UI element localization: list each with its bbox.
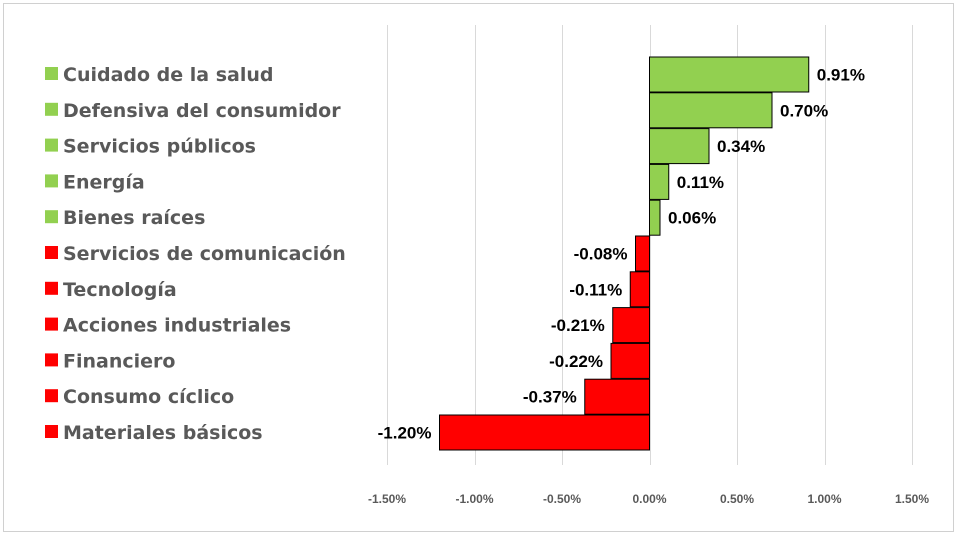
data-label: -0.37% bbox=[523, 388, 577, 407]
legend-label: Defensiva del consumidor bbox=[63, 100, 341, 122]
bar bbox=[649, 199, 661, 236]
legend-label: Tecnología bbox=[63, 279, 177, 301]
data-label: -1.20% bbox=[378, 424, 432, 443]
bar bbox=[649, 163, 670, 200]
data-label: -0.08% bbox=[574, 245, 628, 264]
legend-swatch bbox=[45, 281, 58, 295]
legend-swatch bbox=[45, 353, 58, 367]
bar bbox=[649, 92, 773, 129]
bar bbox=[649, 56, 810, 93]
legend-label: Cuidado de la salud bbox=[63, 64, 274, 86]
legend-label: Servicios públicos bbox=[63, 136, 256, 158]
bar bbox=[612, 307, 650, 344]
chart-frame bbox=[3, 3, 954, 532]
data-label: -0.22% bbox=[549, 352, 603, 371]
data-label: -0.11% bbox=[569, 280, 622, 299]
data-label: 0.34% bbox=[717, 137, 765, 156]
bar bbox=[439, 414, 650, 451]
legend-label: Energía bbox=[63, 171, 145, 193]
bar bbox=[629, 271, 650, 308]
legend-swatch bbox=[45, 102, 58, 116]
x-tick-label: -1.00% bbox=[455, 492, 493, 506]
bar bbox=[584, 378, 650, 415]
legend-label: Bienes raíces bbox=[63, 207, 205, 229]
bar bbox=[649, 128, 710, 165]
x-tick-label: -1.50% bbox=[368, 492, 406, 506]
legend-swatch bbox=[45, 246, 58, 259]
legend-label: Consumo cíclico bbox=[63, 386, 234, 408]
bar bbox=[610, 342, 650, 379]
legend-swatch bbox=[45, 425, 58, 438]
x-tick-label: -0.50% bbox=[543, 492, 581, 506]
data-label: 0.70% bbox=[780, 101, 828, 120]
x-tick-label: 1.50% bbox=[895, 492, 929, 506]
legend-swatch bbox=[45, 210, 58, 224]
data-label: 0.91% bbox=[817, 66, 865, 85]
legend-swatch bbox=[45, 389, 58, 403]
legend-label: Financiero bbox=[63, 350, 175, 372]
x-tick-label: 0.50% bbox=[720, 492, 754, 506]
bar bbox=[635, 235, 650, 272]
x-tick-label: 0.00% bbox=[632, 492, 666, 506]
legend-label: Materiales básicos bbox=[63, 422, 263, 444]
data-label: 0.06% bbox=[668, 209, 716, 228]
x-tick-label: 1.00% bbox=[807, 492, 841, 506]
legend-swatch bbox=[45, 317, 58, 331]
data-label: 0.11% bbox=[677, 173, 724, 192]
legend-swatch bbox=[45, 67, 58, 80]
legend-swatch bbox=[45, 174, 58, 188]
legend-swatch bbox=[45, 138, 58, 152]
legend-label: Acciones industriales bbox=[63, 315, 291, 337]
data-label: -0.21% bbox=[551, 316, 605, 335]
legend-label: Servicios de comunicación bbox=[63, 243, 346, 265]
